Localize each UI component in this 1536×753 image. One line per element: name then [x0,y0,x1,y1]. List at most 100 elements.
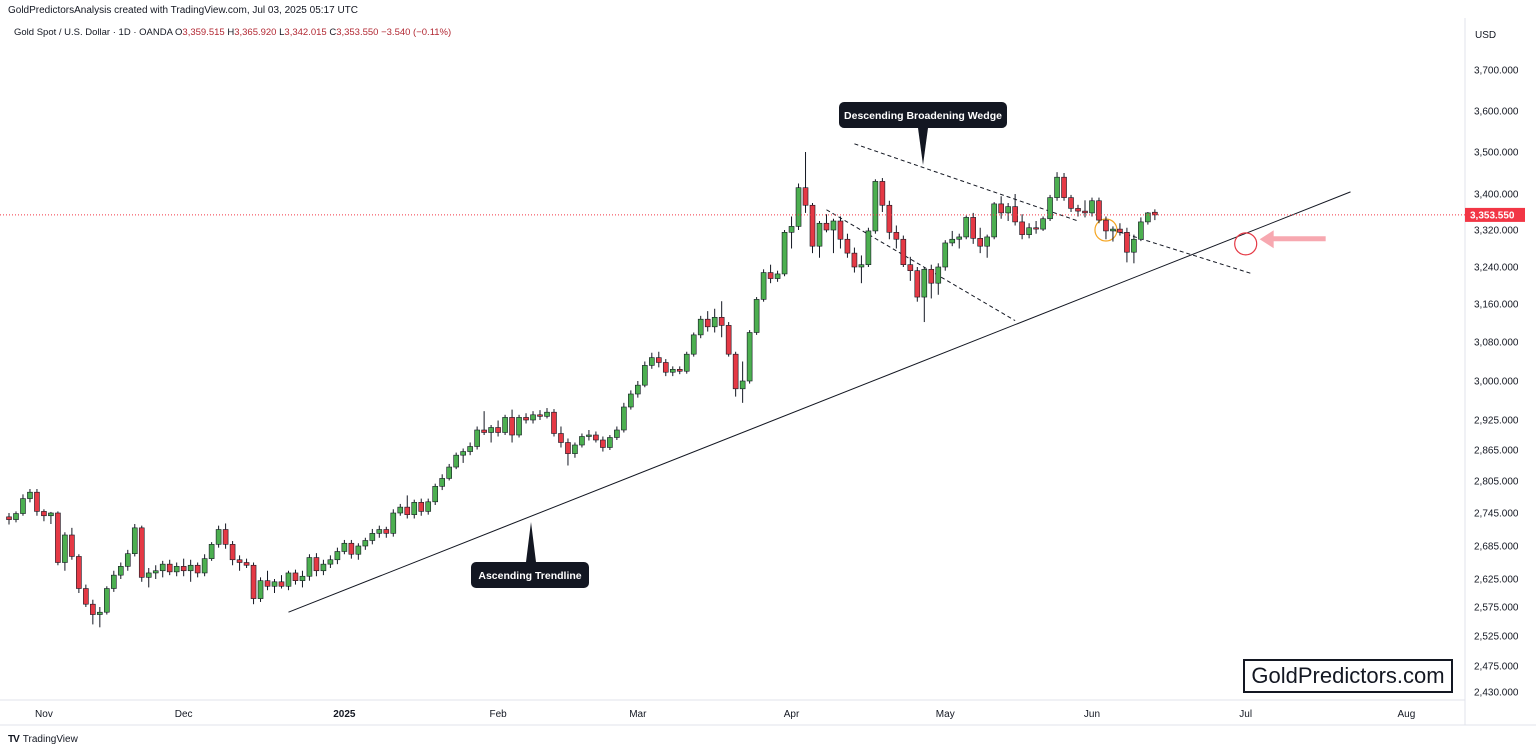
time-tick-label: Nov [35,709,53,720]
currency-label: USD [1475,30,1496,41]
time-tick-label: May [936,709,955,720]
candle-up [1145,212,1151,223]
candle-up [432,486,439,503]
candle-up [159,563,166,572]
candle-up [187,564,194,572]
candle-down [809,204,816,247]
candle-down [537,414,543,417]
candle-up [152,570,159,574]
callout-wedge-pointer [918,128,928,165]
price-tick-label: 3,400.000 [1474,190,1519,201]
candle-down [264,580,271,587]
candle-up [963,217,970,238]
tradingview-brand: TradingView [22,734,78,745]
candle-up [285,572,292,587]
candle-down [893,232,900,240]
candle-up [921,269,928,298]
candle-up [956,236,963,240]
candle-up [711,316,718,328]
candle-down [243,562,250,566]
ohlc-low-value: 3,342.015 [284,27,327,38]
candle-up [544,411,550,417]
candles [6,152,1158,628]
time-tick-label: Mar [629,709,647,720]
price-tick-label: 2,865.000 [1474,446,1519,457]
candle-up [628,393,634,408]
candle-up [341,542,348,552]
price-tick-label: 3,700.000 [1474,66,1519,77]
price-tick-label: 3,240.000 [1474,263,1519,274]
candle-up [649,357,655,366]
candle-down [83,588,89,605]
candle-down [166,563,173,573]
price-tick-label: 3,600.000 [1474,107,1519,118]
candle-up [1047,197,1053,220]
candle-up [215,529,222,545]
price-tick-label: 3,080.000 [1474,338,1519,349]
candle-up [48,512,54,517]
candle-up [62,534,68,563]
candle-down [600,439,606,448]
candle-down [998,203,1004,214]
candle-down [222,529,229,545]
last-price-text: 3,353.550 [1470,210,1515,221]
candle-up [460,451,466,456]
candle-down [970,217,977,239]
candle-down [676,368,683,372]
candle-down [1075,208,1081,212]
candle-down [837,220,844,240]
candle-down [914,270,921,298]
candle-up [586,434,592,437]
time-tick-label: Jun [1084,709,1100,720]
candle-down [565,442,571,454]
candle-up [369,533,376,541]
candle-down [1152,211,1158,216]
candle-up [327,559,334,565]
candle-up [425,501,432,512]
candle-up [760,272,767,300]
candle-up [697,318,704,336]
candle-up [13,513,19,520]
candle-up [739,380,746,390]
candle-down [1012,206,1018,223]
candle-up [1089,200,1095,214]
candle-up [306,557,313,577]
author-line: GoldPredictorsAnalysis created with Trad… [8,5,358,16]
candle-down [1061,176,1067,198]
candle-up [145,572,152,578]
candle-down [1082,210,1088,214]
price-axis[interactable]: 3,700.000 3,600.000 3,500.000 3,400.000 3,32… [1474,66,1519,699]
candle-up [201,558,208,574]
candle-up [397,506,404,514]
candle-down [236,559,243,563]
candle-up [362,540,369,547]
ascending-trendline [288,191,1351,613]
candle-up [642,365,648,386]
candle-up [788,226,795,233]
callout-trendline-box [471,562,589,588]
candle-up [858,264,865,268]
candle-up [1138,221,1144,240]
candle-up [607,437,613,448]
price-tick-label: 2,685.000 [1474,542,1519,553]
candle-down [851,252,858,268]
candle-down [278,581,285,587]
candle-up [872,181,879,232]
wedge-lower-line [826,209,1016,322]
time-tick-label: Feb [489,709,507,720]
candle-down [90,603,96,615]
currency-box[interactable] [1466,26,1496,42]
candle-down [662,362,669,373]
candle-down [418,502,425,512]
footer-brand[interactable]: TV TradingView [8,734,78,745]
ohlc-low-label: L [279,27,285,38]
candle-down [180,566,187,572]
candle-down [802,187,809,206]
time-axis[interactable]: Nov Dec 2025 Feb Mar Apr May Jun Jul Aug [35,709,1415,720]
candle-up [949,238,956,244]
price-tick-label: 3,320.000 [1474,226,1519,237]
candle-up [411,502,418,515]
pink-arrow-icon [1259,230,1326,249]
candle-down [509,417,515,436]
